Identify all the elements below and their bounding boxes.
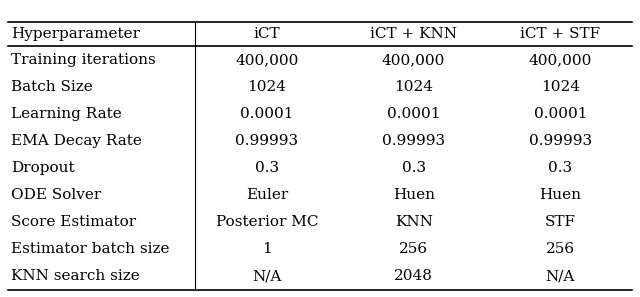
- Text: 256: 256: [399, 242, 428, 256]
- Text: 400,000: 400,000: [382, 53, 445, 67]
- Text: Batch Size: Batch Size: [11, 80, 93, 94]
- Text: Estimator batch size: Estimator batch size: [11, 242, 170, 256]
- Text: Posterior MC: Posterior MC: [216, 215, 318, 229]
- Text: ODE Solver: ODE Solver: [11, 188, 101, 202]
- Text: KNN: KNN: [395, 215, 433, 229]
- Text: iCT: iCT: [253, 27, 280, 41]
- Text: Learning Rate: Learning Rate: [11, 107, 122, 121]
- Text: 0.0001: 0.0001: [387, 107, 440, 121]
- Text: Training iterations: Training iterations: [11, 53, 156, 67]
- Text: Score Estimator: Score Estimator: [11, 215, 136, 229]
- Text: 0.99993: 0.99993: [382, 134, 445, 148]
- Text: N/A: N/A: [546, 269, 575, 283]
- Text: 2048: 2048: [394, 269, 433, 283]
- Text: 1024: 1024: [248, 80, 287, 94]
- Text: 1024: 1024: [394, 80, 433, 94]
- Text: Hyperparameter: Hyperparameter: [11, 27, 140, 41]
- Text: iCT + STF: iCT + STF: [520, 27, 600, 41]
- Text: KNN search size: KNN search size: [11, 269, 140, 283]
- Text: 0.99993: 0.99993: [529, 134, 592, 148]
- Text: Huen: Huen: [540, 188, 581, 202]
- Text: 400,000: 400,000: [529, 53, 592, 67]
- Text: 0.0001: 0.0001: [534, 107, 587, 121]
- Text: 0.0001: 0.0001: [240, 107, 294, 121]
- Text: Euler: Euler: [246, 188, 288, 202]
- Text: 1024: 1024: [541, 80, 580, 94]
- Text: EMA Decay Rate: EMA Decay Rate: [11, 134, 142, 148]
- Text: 0.3: 0.3: [548, 161, 573, 175]
- Text: Dropout: Dropout: [11, 161, 75, 175]
- Text: Huen: Huen: [393, 188, 435, 202]
- Text: 1: 1: [262, 242, 272, 256]
- Text: 400,000: 400,000: [236, 53, 299, 67]
- Text: 0.3: 0.3: [255, 161, 279, 175]
- Text: iCT + KNN: iCT + KNN: [370, 27, 457, 41]
- Text: STF: STF: [545, 215, 576, 229]
- Text: N/A: N/A: [252, 269, 282, 283]
- Text: 0.3: 0.3: [402, 161, 426, 175]
- Text: 0.99993: 0.99993: [236, 134, 298, 148]
- Text: 256: 256: [546, 242, 575, 256]
